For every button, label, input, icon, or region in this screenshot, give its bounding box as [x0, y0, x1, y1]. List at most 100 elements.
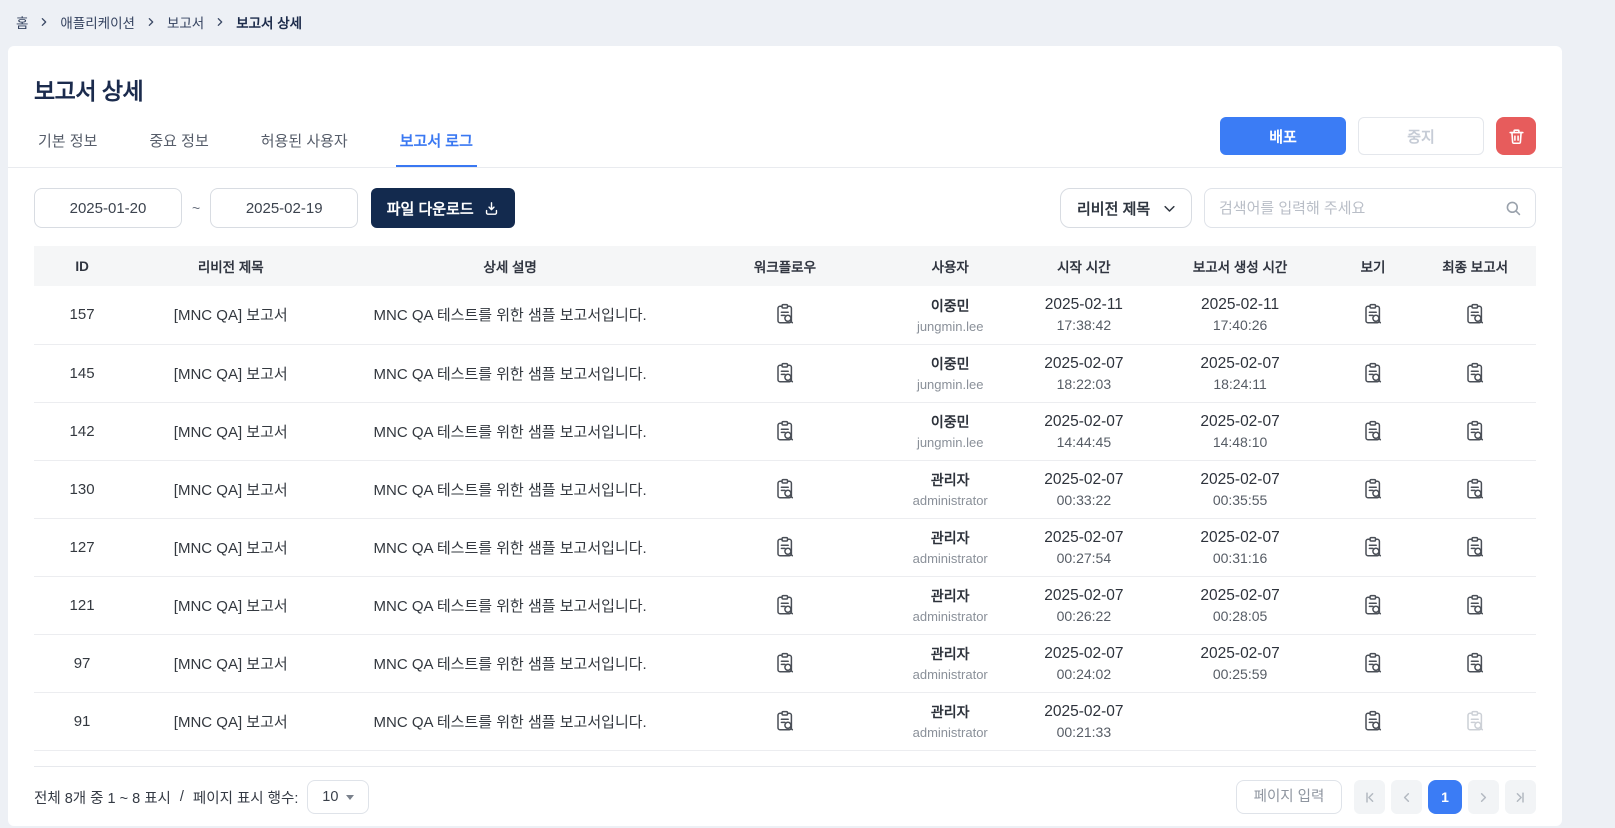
row-id: 157: [34, 286, 131, 345]
tab-basic-info[interactable]: 기본 정보: [38, 133, 98, 150]
user-name: 이중민: [930, 356, 970, 372]
row-revision-title: [MNC QA] 보고서: [130, 518, 332, 577]
row-description: MNC QA 테스트를 위한 샘플 보고서입니다.: [331, 460, 689, 519]
final-report-view-button[interactable]: [1460, 532, 1490, 562]
tab-report-log[interactable]: 보고서 로그: [395, 114, 477, 167]
workflow-view-button[interactable]: [770, 474, 800, 504]
start-date: 2025-02-07: [1044, 354, 1124, 372]
start-time: 00:26:22: [1056, 607, 1112, 624]
report-view-button[interactable]: [1358, 706, 1388, 736]
report-created-cell: 2025-02-07 00:25:59: [1148, 634, 1332, 693]
first-page-button[interactable]: [1354, 780, 1385, 814]
report-view-button[interactable]: [1358, 648, 1388, 678]
report-view-button[interactable]: [1358, 474, 1388, 504]
chevron-right-icon: [215, 17, 225, 27]
created-time: 18:24:11: [1213, 375, 1267, 392]
report-view-button[interactable]: [1358, 299, 1388, 329]
workflow-view-button[interactable]: [770, 299, 800, 329]
search-icon[interactable]: [1504, 199, 1523, 218]
workflow-view-button[interactable]: [770, 358, 800, 388]
workflow-cell: [688, 518, 882, 577]
current-page-button[interactable]: 1: [1428, 780, 1462, 814]
start-time: 00:21:33: [1056, 723, 1112, 740]
final-report-view-button[interactable]: [1460, 590, 1490, 620]
breadcrumb-home[interactable]: 홈: [16, 16, 29, 31]
user-cell: 관리자 administrator: [881, 576, 1020, 635]
final-report-view-button: [1460, 706, 1490, 736]
file-download-button[interactable]: 파일 다운로드: [371, 188, 516, 228]
final-report-cell: [1414, 344, 1536, 403]
final-report-cell: [1414, 402, 1536, 461]
report-created-cell: 2025-02-07 00:35:55: [1148, 460, 1332, 519]
view-cell: [1331, 286, 1415, 345]
created-time: 00:25:59: [1212, 665, 1268, 682]
start-time: 18:22:03: [1056, 375, 1112, 392]
user-id: administrator: [912, 725, 988, 740]
deploy-button[interactable]: 배포: [1220, 117, 1346, 155]
row-description: MNC QA 테스트를 위한 샘플 보고서입니다.: [331, 402, 689, 461]
workflow-cell: [688, 460, 882, 519]
row-id: 145: [34, 344, 131, 403]
rows-per-page-select[interactable]: 10: [307, 780, 370, 814]
created-date: 2025-02-07: [1200, 644, 1280, 662]
tab-important-info[interactable]: 중요 정보: [149, 133, 209, 150]
filter-row: ~ 파일 다운로드 리비전 제목: [34, 188, 1536, 228]
header-description: 상세 설명: [331, 246, 689, 286]
created-date: 2025-02-07: [1200, 412, 1280, 430]
report-created-cell: 2025-02-11 17:40:26: [1148, 286, 1332, 345]
delete-button[interactable]: [1496, 117, 1536, 155]
table-row: 142 [MNC QA] 보고서 MNC QA 테스트를 위한 샘플 보고서입니…: [34, 402, 1536, 461]
breadcrumb-reports[interactable]: 보고서: [166, 16, 205, 31]
report-view-button[interactable]: [1358, 358, 1388, 388]
start-time: 14:44:45: [1056, 433, 1112, 450]
workflow-cell: [688, 692, 882, 751]
date-to-input[interactable]: [210, 188, 359, 228]
page-title: 보고서 상세: [34, 78, 144, 104]
table-row: 91 [MNC QA] 보고서 MNC QA 테스트를 위한 샘플 보고서입니다…: [34, 692, 1536, 751]
workflow-view-button[interactable]: [770, 532, 800, 562]
header-user: 사용자: [881, 246, 1020, 286]
date-from-input[interactable]: [34, 188, 182, 228]
prev-page-button[interactable]: [1391, 780, 1422, 814]
report-view-button[interactable]: [1358, 416, 1388, 446]
header-revision-title: 리비전 제목: [130, 246, 332, 286]
header-id: ID: [34, 246, 131, 286]
last-page-button[interactable]: [1505, 780, 1536, 814]
final-report-view-button[interactable]: [1460, 358, 1490, 388]
workflow-view-button[interactable]: [770, 416, 800, 446]
breadcrumb-report-detail: 보고서 상세: [236, 16, 303, 31]
start-date: 2025-02-07: [1044, 702, 1124, 720]
tab-allowed-users[interactable]: 허용된 사용자: [260, 133, 348, 150]
breadcrumb-applications[interactable]: 애플리케이션: [60, 16, 135, 31]
start-time-cell: 2025-02-07 00:33:22: [1019, 460, 1149, 519]
final-report-view-button[interactable]: [1460, 299, 1490, 329]
workflow-view-button[interactable]: [770, 706, 800, 736]
search-type-select[interactable]: 리비전 제목: [1060, 188, 1192, 228]
row-id: 91: [34, 692, 131, 751]
header-start-time: 시작 시간: [1019, 246, 1149, 286]
final-report-view-button[interactable]: [1460, 474, 1490, 504]
created-time: 00:31:16: [1212, 549, 1268, 566]
page-number-input[interactable]: [1236, 780, 1342, 814]
report-created-cell: 2025-02-07 14:48:10: [1148, 402, 1332, 461]
workflow-cell: [688, 286, 882, 345]
workflow-view-button[interactable]: [770, 590, 800, 620]
final-report-cell: [1414, 460, 1536, 519]
total-count-text: 전체 8개 중 1 ~ 8 표시: [34, 790, 171, 807]
stop-button[interactable]: 중지: [1358, 117, 1484, 155]
user-name: 이중민: [930, 414, 970, 430]
caret-down-icon: [346, 794, 355, 800]
table-footer: 전체 8개 중 1 ~ 8 표시 / 페이지 표시 행수: 10 1: [34, 766, 1536, 814]
final-report-view-button[interactable]: [1460, 648, 1490, 678]
search-input[interactable]: [1219, 199, 1504, 217]
table-row: 127 [MNC QA] 보고서 MNC QA 테스트를 위한 샘플 보고서입니…: [34, 518, 1536, 577]
report-view-button[interactable]: [1358, 532, 1388, 562]
table-row: 157 [MNC QA] 보고서 MNC QA 테스트를 위한 샘플 보고서입니…: [34, 286, 1536, 345]
view-cell: [1331, 344, 1415, 403]
report-view-button[interactable]: [1358, 590, 1388, 620]
user-cell: 관리자 administrator: [881, 460, 1020, 519]
next-page-button[interactable]: [1468, 780, 1499, 814]
report-created-cell: [1148, 692, 1332, 751]
workflow-view-button[interactable]: [770, 648, 800, 678]
final-report-view-button[interactable]: [1460, 416, 1490, 446]
